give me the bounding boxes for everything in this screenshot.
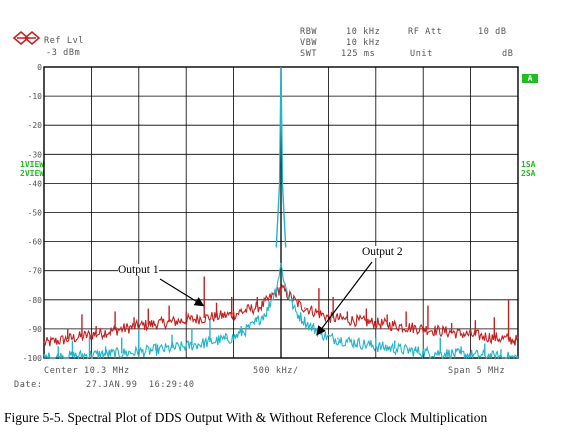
rohde-schwarz-logo-icon [12, 30, 41, 46]
rbw-value: 10 kHz [346, 27, 381, 37]
y-tick-label: -70 [28, 267, 43, 276]
swt-label: SWT [300, 49, 318, 59]
y-tick-labels: 0 -10 -20 -30 -40 -50 -60 -70 -80 -90 -100 [23, 63, 42, 363]
date-value: 27.JAN.99 16:29:40 [86, 380, 195, 390]
date-label: Date: [14, 380, 43, 390]
y-tick-label: -40 [28, 179, 43, 188]
y-tick-label: 0 [37, 63, 42, 72]
ref-level-label: Ref Lvl [44, 36, 85, 46]
annotation-output-1: Output 1 [118, 264, 159, 276]
y-tick-label: -10 [28, 92, 43, 101]
center-frequency-label: Center 10.3 MHz [44, 366, 130, 376]
arrow-output-1 [159, 278, 205, 307]
view-label-1: 1VIEW [20, 160, 45, 169]
y-tick-label: -60 [28, 238, 43, 247]
y-tick-label: -100 [23, 354, 42, 363]
view-label-2: 2VIEW [20, 169, 45, 178]
arrow-output-2 [316, 261, 373, 336]
series-trace-2 [43, 262, 519, 361]
annotation-output-2: Output 2 [362, 246, 403, 258]
series-trace-1 [43, 283, 519, 347]
annotation-arrows [159, 261, 373, 336]
y-tick-label: -30 [28, 150, 43, 159]
frequency-division-label: 500 kHz/ [253, 366, 299, 376]
y-tick-label: -50 [28, 209, 43, 218]
sa-label-2: 2SA [521, 169, 536, 178]
unit-label: Unit [410, 49, 433, 59]
sa-label-1: 1SA [521, 160, 536, 169]
series-2-carrier-peak [275, 66, 287, 248]
vbw-value: 10 kHz [346, 38, 381, 48]
swt-value: 125 ms [341, 49, 376, 59]
y-tick-label: -90 [28, 325, 43, 334]
rf-att-value: 10 dB [478, 27, 507, 37]
y-tick-label: -80 [28, 296, 43, 305]
unit-value: dB [502, 49, 514, 59]
figure-caption: Figure 5-5. Spectral Plot of DDS Output … [4, 410, 488, 425]
rbw-label: RBW [300, 27, 318, 37]
marker-flag: A [522, 74, 538, 83]
ref-level-value: -3 dBm [46, 48, 81, 58]
vbw-label: VBW [300, 38, 318, 48]
rf-att-label: RF Att [408, 27, 443, 37]
span-label: Span 5 MHz [448, 366, 506, 376]
y-tick-label: -20 [28, 121, 43, 130]
